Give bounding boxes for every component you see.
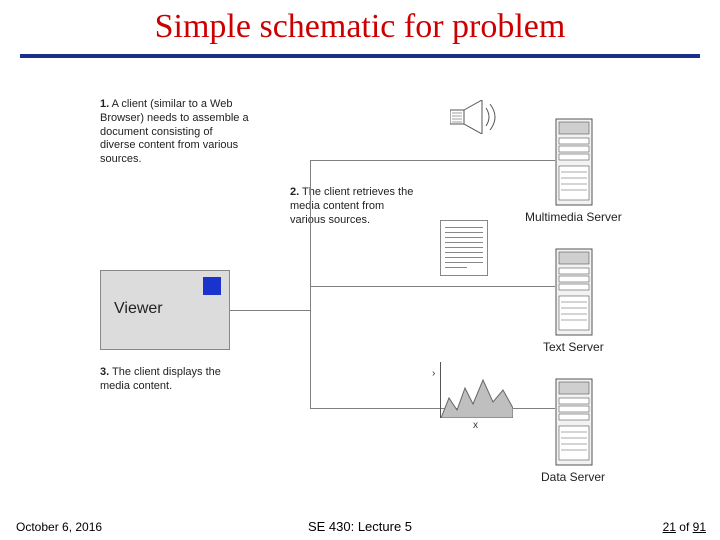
- annotation-3-text: The client displays the media content.: [100, 366, 221, 392]
- server-data-label: Data Server: [541, 470, 605, 484]
- chart-icon: [440, 362, 512, 418]
- footer-page-current: 21: [663, 520, 676, 534]
- connector-vertical: [310, 160, 311, 408]
- footer-page-of: of: [679, 520, 689, 534]
- annotation-1-text: A client (similar to a Web Browser) need…: [100, 98, 249, 165]
- annotation-3-num: 3.: [100, 366, 109, 378]
- footer-page: 21 of 91: [663, 520, 706, 534]
- annotation-2-text: The client retrieves the media content f…: [290, 186, 413, 226]
- slide-title: Simple schematic for problem: [0, 8, 720, 46]
- schematic-diagram: 1. A client (similar to a Web Browser) n…: [0, 70, 720, 500]
- server-text: [555, 248, 593, 336]
- annotation-3: 3. The client displays the media content…: [100, 366, 250, 394]
- server-tower-icon: [555, 248, 593, 336]
- footer-page-total: 91: [693, 520, 706, 534]
- connector-to-multimedia: [310, 160, 555, 161]
- slide-footer: October 6, 2016 SE 430: Lecture 5 21 of …: [0, 516, 720, 534]
- server-tower-icon: [555, 378, 593, 466]
- server-multimedia-label: Multimedia Server: [525, 210, 622, 224]
- server-tower-icon: [555, 118, 593, 206]
- speaker-icon: [450, 100, 506, 139]
- annotation-2-num: 2.: [290, 186, 299, 198]
- server-text-label: Text Server: [543, 340, 604, 354]
- slide: Simple schematic for problem 1. A client…: [0, 0, 720, 540]
- connector-to-data: [310, 408, 555, 409]
- server-multimedia: [555, 118, 593, 206]
- annotation-1-num: 1.: [100, 98, 109, 110]
- server-data: [555, 378, 593, 466]
- chart-x-label: x: [473, 420, 478, 431]
- connector-to-text: [310, 286, 555, 287]
- connector-trunk: [230, 310, 310, 311]
- title-underline: [20, 54, 700, 58]
- chart-y-arrow: ›: [432, 368, 435, 379]
- footer-center: SE 430: Lecture 5: [0, 519, 720, 534]
- annotation-1: 1. A client (similar to a Web Browser) n…: [100, 98, 250, 167]
- viewer-label: Viewer: [114, 300, 163, 318]
- textdoc-icon: [440, 220, 488, 276]
- viewer-bluebox: [203, 277, 221, 295]
